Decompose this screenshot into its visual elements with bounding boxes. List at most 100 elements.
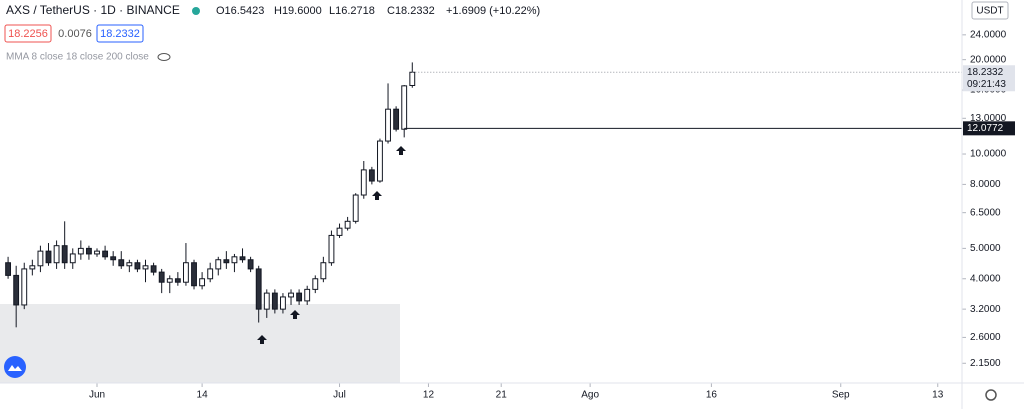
candle-body bbox=[118, 259, 125, 267]
zone bbox=[0, 304, 400, 383]
candle-body bbox=[37, 250, 44, 267]
candle-body bbox=[13, 274, 20, 306]
candle-body bbox=[393, 108, 400, 130]
indicator: MMA 8 close 18 close 200 close bbox=[6, 52, 149, 63]
candle-body bbox=[385, 108, 391, 142]
candle-body bbox=[166, 278, 173, 283]
y-tick-label: 24.0000 bbox=[970, 29, 1007, 40]
candle-body bbox=[199, 278, 206, 287]
ask-box[interactable] bbox=[96, 24, 144, 43]
settings-icon[interactable] bbox=[985, 389, 997, 401]
arrow bbox=[257, 335, 267, 344]
x-tick-label: Jun bbox=[89, 390, 105, 401]
y-tick-label: 3.2000 bbox=[970, 304, 1001, 315]
candle-body bbox=[271, 292, 278, 310]
candle-body bbox=[255, 268, 262, 310]
countdown: 09:21:43 bbox=[967, 79, 1006, 90]
legend-change: +1.6909 (+10.22%) bbox=[446, 5, 540, 17]
candle-body bbox=[263, 292, 270, 310]
x-tick-label: Ago bbox=[581, 390, 599, 401]
candle-body bbox=[368, 169, 375, 182]
x-tick-label: 13 bbox=[932, 390, 944, 401]
arrow bbox=[372, 191, 382, 200]
legend-close: C18.2332 bbox=[387, 5, 435, 17]
candle-body bbox=[215, 259, 222, 270]
candle-body bbox=[29, 265, 36, 270]
y-tick-label: 10.0000 bbox=[970, 149, 1007, 160]
y-tick-label: 13.0000 bbox=[970, 113, 1007, 124]
ask: 18.2332 bbox=[100, 28, 140, 40]
plot: 24.000020.000016.000013.000010.00008.000… bbox=[5, 29, 1007, 401]
candle-body bbox=[352, 194, 359, 222]
candle-body bbox=[45, 250, 52, 264]
candle-body bbox=[94, 250, 100, 255]
candle-body bbox=[61, 245, 68, 264]
x-tick-label: 12 bbox=[423, 390, 435, 401]
candle-body bbox=[239, 256, 246, 261]
candle-body bbox=[5, 262, 12, 276]
candle-body bbox=[102, 250, 109, 258]
candle-body bbox=[142, 265, 149, 270]
candle-body bbox=[126, 262, 133, 267]
candle-body bbox=[191, 262, 197, 287]
currency: USDT bbox=[976, 6, 1003, 17]
x-tick-label: 16 bbox=[706, 390, 718, 401]
candle-body bbox=[158, 271, 165, 283]
candle-body bbox=[280, 296, 286, 310]
arrow bbox=[396, 146, 406, 155]
x-tick-label: Sep bbox=[832, 390, 850, 401]
candle-body bbox=[134, 262, 141, 270]
y-tick-label: 2.6000 bbox=[970, 332, 1001, 343]
logo-mark bbox=[8, 365, 22, 371]
candle-body bbox=[288, 292, 294, 298]
candle-body bbox=[223, 259, 230, 264]
y-tick-label: 6.5000 bbox=[970, 207, 1001, 218]
candle-body bbox=[183, 262, 189, 283]
candle-body bbox=[85, 247, 92, 255]
x-tick-label: 14 bbox=[197, 390, 209, 401]
symbol: AXS / TetherUS · 1D · BINANCE bbox=[6, 3, 180, 17]
candle-body bbox=[69, 253, 76, 264]
y-tick-label: 5.0000 bbox=[970, 243, 1001, 254]
legend-high: H19.6000 bbox=[274, 5, 322, 17]
candle-body bbox=[320, 262, 327, 280]
price-line-label: 12.0772 bbox=[967, 123, 1004, 134]
arrow bbox=[290, 310, 300, 319]
y-tick-label: 2.1500 bbox=[970, 358, 1001, 369]
candle-body bbox=[401, 85, 408, 130]
candle-body bbox=[312, 278, 319, 290]
legend-open: O16.5423 bbox=[216, 5, 264, 17]
last-price-box bbox=[963, 65, 1015, 92]
candle-body bbox=[53, 245, 60, 264]
legend-low: L16.2718 bbox=[329, 5, 375, 17]
spread: 0.0076 bbox=[58, 28, 92, 40]
y-tick-label: 8.0000 bbox=[970, 179, 1001, 190]
candle-body bbox=[207, 268, 214, 280]
candle-body bbox=[247, 259, 254, 270]
bid: 18.2256 bbox=[8, 28, 48, 40]
candle-body bbox=[328, 234, 335, 264]
x-tick-label: 21 bbox=[496, 390, 508, 401]
x-tick-label: Jul bbox=[333, 390, 346, 401]
candle-body bbox=[344, 220, 351, 229]
price-line-box bbox=[963, 121, 1015, 136]
currency-box[interactable] bbox=[971, 1, 1009, 20]
candle-body bbox=[77, 247, 84, 255]
candle-body bbox=[304, 288, 311, 302]
candle-body bbox=[336, 227, 343, 236]
candle-body bbox=[409, 71, 416, 87]
candle-body bbox=[231, 256, 238, 264]
candle-body bbox=[296, 292, 303, 302]
eye-icon[interactable] bbox=[157, 53, 171, 61]
last-price-label: 18.2332 bbox=[967, 67, 1004, 78]
candle-body bbox=[377, 140, 383, 182]
logo bbox=[4, 356, 26, 378]
bid-box[interactable] bbox=[4, 24, 52, 43]
candle-body bbox=[21, 268, 28, 306]
y-tick-label: 20.0000 bbox=[970, 54, 1007, 65]
candle-body bbox=[360, 169, 367, 196]
candle-body bbox=[110, 256, 117, 261]
y-tick-label: 4.0000 bbox=[970, 273, 1001, 284]
status-dot bbox=[192, 7, 200, 15]
